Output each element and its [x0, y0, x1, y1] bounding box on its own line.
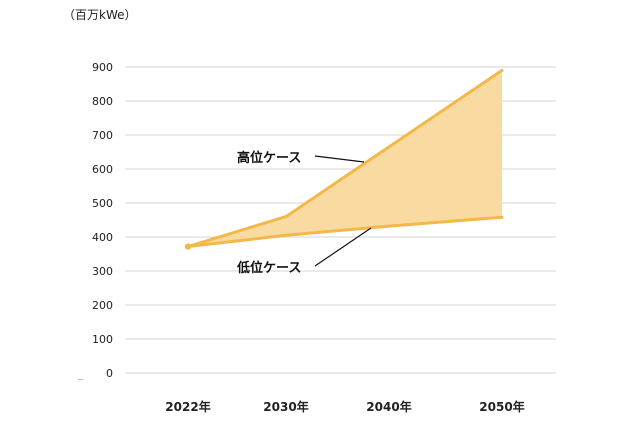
low-case-label: 低位ケース — [236, 260, 301, 276]
x-tick-label-2: 2030年 — [263, 399, 308, 414]
low-case-annotation: 低位ケース — [236, 227, 372, 276]
y-tick-label-200: 200 — [92, 299, 113, 312]
high-case-leader-line — [314, 155, 365, 163]
low-case-leader-line — [314, 227, 372, 267]
low-case-line — [186, 215, 504, 248]
unit-label: （百万kWe） — [63, 8, 137, 22]
y-tick-label-900: 900 — [92, 61, 113, 74]
high-case-annotation: 高位ケース — [237, 150, 365, 166]
range-band-area — [188, 70, 502, 247]
high-case-line — [186, 68, 504, 248]
start-point-marker — [184, 243, 192, 250]
y-tick-label-500: 500 — [92, 197, 113, 210]
x-axis: 2022年 2030年 2040年 2050年 — [165, 399, 524, 414]
x-tick-label-3: 2040年 — [366, 399, 411, 414]
y-tick-label-0: 0 — [106, 367, 113, 380]
y-tick-label-300: 300 — [92, 265, 113, 278]
high-case-label: 高位ケース — [237, 150, 301, 166]
axis-origin-tick — [78, 379, 83, 380]
x-tick-label-1: 2022年 — [165, 399, 210, 414]
y-axis: 0 100 200 300 400 500 600 700 800 900 — [92, 61, 113, 380]
y-tick-label-700: 700 — [92, 129, 113, 142]
y-tick-label-600: 600 — [92, 163, 113, 176]
y-tick-label-100: 100 — [92, 333, 113, 346]
y-tick-label-800: 800 — [92, 95, 113, 108]
x-tick-label-4: 2050年 — [479, 399, 524, 414]
y-tick-label-400: 400 — [92, 231, 113, 244]
